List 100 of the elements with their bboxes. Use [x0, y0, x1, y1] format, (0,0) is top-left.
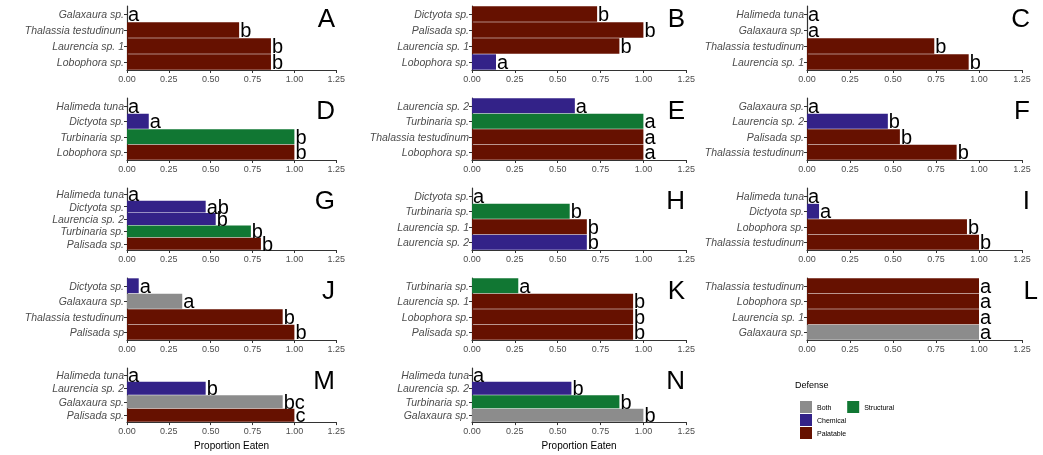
- x-tick-label: 0.50: [201, 343, 220, 354]
- x-tick-label: 0.50: [548, 425, 567, 436]
- x-tick-label: 0.25: [506, 73, 524, 84]
- data-label: a: [808, 3, 820, 25]
- x-tick-label: 0.50: [201, 73, 220, 84]
- data-label: a: [820, 200, 833, 223]
- x-tick-label: 0.25: [841, 343, 859, 354]
- bar: [127, 237, 261, 250]
- data-label: b: [969, 51, 981, 73]
- data-label: b: [251, 220, 263, 243]
- chart-title: K: [667, 275, 686, 305]
- x-tick-label: 1.25: [327, 253, 346, 264]
- x-tick-label: 1.00: [285, 253, 304, 264]
- data-label: a: [473, 184, 485, 207]
- x-tick-label: 0.25: [160, 343, 178, 354]
- x-tick-label: 1.25: [327, 343, 346, 354]
- x-tick-label: 1.25: [1013, 73, 1031, 84]
- y-tick-label: Palisada sp.: [411, 24, 469, 36]
- data-label: a: [808, 184, 820, 207]
- y-tick-label: Laurencia sp. 1: [52, 40, 124, 52]
- x-tick-label: 0.25: [160, 163, 178, 174]
- data-label: b: [295, 321, 307, 344]
- x-tick-label: 1.25: [1013, 163, 1031, 174]
- x-tick-label: 0.00: [798, 73, 816, 84]
- x-tick-label: 0.25: [160, 73, 178, 84]
- x-tick-label: 1.25: [677, 163, 696, 174]
- x-tick-label: 0.00: [463, 163, 481, 174]
- y-tick-label: Laurencia sp. 2: [732, 115, 805, 128]
- data-label: a: [139, 274, 152, 297]
- x-tick-label: 1.25: [677, 343, 696, 354]
- y-tick-label: Dictyota sp.: [69, 115, 124, 128]
- y-tick-label: Thalassia testudinum: [24, 310, 125, 323]
- data-label: b: [888, 110, 900, 133]
- chart-title: A: [317, 3, 336, 33]
- x-tick-label: 0.00: [118, 343, 136, 354]
- x-tick-label: 0.50: [548, 163, 567, 174]
- data-label: a: [183, 290, 196, 313]
- x-tick-label: 0.50: [201, 163, 220, 174]
- x-tick-label: 0.50: [884, 343, 902, 354]
- data-label: a: [497, 51, 509, 73]
- x-tick-label: 1.00: [634, 253, 653, 264]
- y-tick-label: Thalassia testudinum: [704, 40, 805, 52]
- x-tick-label: 0.75: [927, 163, 945, 174]
- y-tick-label: Laurencia sp. 2: [397, 99, 470, 112]
- x-tick-label: 1.00: [285, 425, 304, 436]
- y-tick-label: Palisada sp.: [411, 326, 469, 339]
- x-tick-label: 1.00: [285, 343, 304, 354]
- y-tick-label: Galaxaura sp.: [738, 24, 804, 36]
- x-tick-label: 1.25: [677, 253, 696, 264]
- data-label: b: [644, 19, 656, 41]
- x-tick-label: 1.00: [970, 253, 988, 264]
- x-tick-label: 0.00: [798, 343, 816, 354]
- x-tick-label: 1.00: [970, 73, 988, 84]
- chart-title: M: [313, 365, 336, 395]
- x-tick-label: 1.25: [677, 73, 696, 84]
- chart-title: N: [666, 365, 685, 395]
- y-tick-label: Palisada sp.: [746, 130, 804, 143]
- x-tick-label: 0.50: [548, 73, 567, 84]
- x-tick-label: 0.75: [927, 73, 945, 84]
- x-tick-label: 1.00: [285, 163, 304, 174]
- data-label: a: [473, 363, 485, 386]
- x-tick-label: 1.00: [634, 73, 653, 84]
- data-label: b: [620, 390, 632, 413]
- x-tick-label: 0.50: [884, 163, 902, 174]
- bar: [127, 278, 139, 294]
- data-label: a: [128, 94, 140, 117]
- x-tick-label: 0.75: [243, 343, 262, 354]
- data-label: b: [967, 215, 980, 238]
- y-tick-label: Galaxaura sp.: [58, 295, 124, 308]
- data-label: b: [206, 377, 218, 400]
- data-label: b: [240, 19, 252, 41]
- chart-title: F: [1014, 95, 1031, 125]
- y-tick-label: Palisada sp.: [66, 237, 124, 250]
- y-tick-label: Lobophora sp.: [401, 146, 469, 159]
- y-tick-label: Thalassia testudinum: [704, 279, 805, 292]
- y-tick-label: Laurencia sp. 1: [397, 295, 469, 308]
- bar: [127, 293, 183, 309]
- x-tick-label: 0.00: [118, 425, 136, 436]
- x-tick-label: 0.00: [118, 73, 136, 84]
- x-tick-label: 0.00: [463, 425, 481, 436]
- x-tick-label: 0.00: [463, 343, 481, 354]
- y-tick-label: Turbinaria sp.: [405, 115, 469, 128]
- data-label: a: [519, 274, 532, 297]
- y-tick-label: Turbinaria sp.: [405, 205, 469, 218]
- x-tick-label: 0.75: [591, 343, 610, 354]
- y-tick-label: Laurencia sp. 1: [732, 310, 804, 323]
- x-tick-label: 0.50: [884, 253, 902, 264]
- x-tick-label: 0.50: [548, 343, 567, 354]
- x-tick-label: 0.25: [160, 253, 178, 264]
- x-tick-label: 0.00: [463, 253, 481, 264]
- chart-title: J: [322, 275, 335, 305]
- x-tick-label: 0.25: [506, 425, 524, 436]
- y-tick-label: Lobophora sp.: [736, 295, 804, 308]
- x-tick-label: 0.00: [118, 163, 136, 174]
- x-tick-label: 1.00: [634, 425, 653, 436]
- y-tick-label: Turbinaria sp.: [60, 130, 124, 143]
- x-tick-label: 0.75: [243, 253, 262, 264]
- y-tick-label: Halimeda tuna: [736, 8, 805, 20]
- chart-title: L: [1023, 275, 1039, 305]
- x-tick-label: 1.00: [634, 343, 653, 354]
